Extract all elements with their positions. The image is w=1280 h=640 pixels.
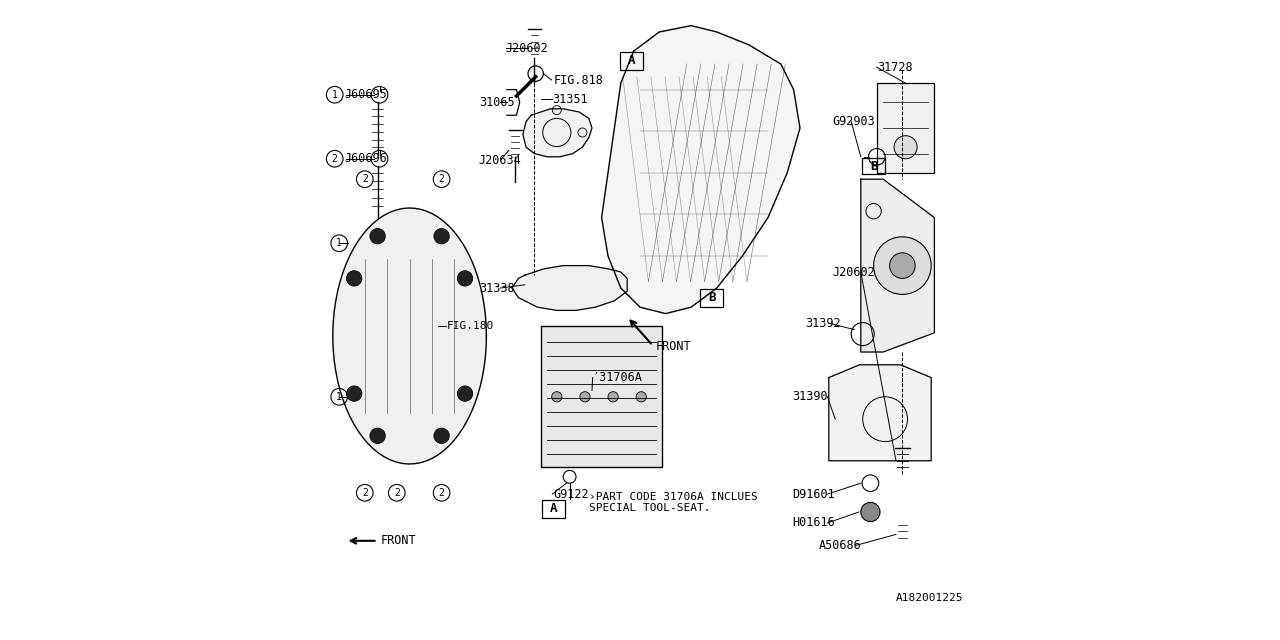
Bar [877,83,934,173]
Text: A: A [550,502,557,515]
Polygon shape [602,26,800,314]
Circle shape [457,271,472,286]
Circle shape [370,428,385,444]
Text: G92903: G92903 [832,115,874,128]
Text: A50686: A50686 [819,539,861,552]
Bar [621,52,643,70]
Text: D91601: D91601 [792,488,835,500]
Bar [543,500,564,518]
Bar [863,159,884,174]
Text: 2: 2 [362,488,367,498]
Circle shape [580,392,590,402]
Text: 2: 2 [394,488,399,498]
Text: A182001225: A182001225 [896,593,964,604]
Text: 1: 1 [337,392,342,402]
Text: J60696: J60696 [344,152,387,165]
Circle shape [434,428,449,444]
Text: H01616: H01616 [792,516,835,529]
Text: 2: 2 [332,154,338,164]
Text: ′31706A: ′31706A [593,371,643,384]
Polygon shape [333,208,486,464]
Text: J20634: J20634 [479,154,521,166]
Text: 31392: 31392 [805,317,841,330]
Text: ›PART CODE 31706A INCLUES
SPECIAL TOOL-SEAT.: ›PART CODE 31706A INCLUES SPECIAL TOOL-S… [589,492,758,513]
Text: 2: 2 [439,174,444,184]
Text: 2: 2 [362,174,367,184]
Polygon shape [524,109,591,157]
Text: 31351: 31351 [552,93,588,106]
Text: J20602: J20602 [506,42,548,54]
Text: FRONT: FRONT [655,340,691,353]
Text: 1: 1 [337,238,342,248]
Polygon shape [829,365,932,461]
Text: 31065: 31065 [479,96,515,109]
Circle shape [434,228,449,244]
Text: 2: 2 [439,488,444,498]
Circle shape [347,271,362,286]
Circle shape [874,237,932,294]
Circle shape [608,392,618,402]
Circle shape [347,386,362,401]
Text: 1: 1 [332,90,338,100]
Circle shape [636,392,646,402]
Text: J60695: J60695 [344,88,387,101]
Text: FIG.818: FIG.818 [554,74,603,86]
Text: J20602: J20602 [832,266,874,278]
Text: FIG.180: FIG.180 [447,321,494,332]
Text: 31728: 31728 [877,61,913,74]
Text: B: B [870,160,877,173]
Text: G9122: G9122 [554,488,589,500]
Bar [700,289,723,307]
Polygon shape [860,179,934,352]
Text: 31390: 31390 [792,390,828,403]
Text: B: B [708,291,716,304]
Text: FRONT: FRONT [381,534,416,547]
Polygon shape [512,266,627,310]
Text: 31338: 31338 [479,282,515,294]
Text: A: A [628,54,635,67]
Circle shape [457,386,472,401]
Bar [540,326,663,467]
Circle shape [552,392,562,402]
Circle shape [370,228,385,244]
Circle shape [893,136,916,159]
Circle shape [890,253,915,278]
Circle shape [860,502,881,522]
